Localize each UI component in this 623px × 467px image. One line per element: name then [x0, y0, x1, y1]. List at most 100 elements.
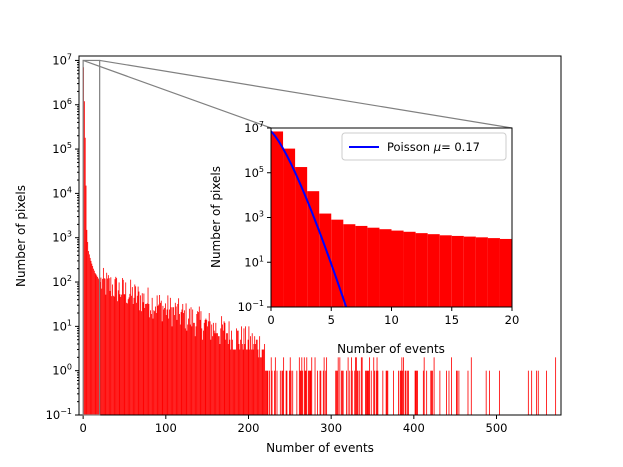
main-bar — [207, 321, 209, 415]
main-bar — [193, 322, 195, 415]
inset-bar — [451, 235, 464, 307]
main-bar — [193, 322, 194, 415]
main-bar — [140, 295, 142, 415]
main-bar — [387, 370, 389, 415]
main-bar — [88, 254, 90, 415]
main-bar — [485, 370, 487, 415]
main-bar — [142, 302, 144, 415]
main-bar — [292, 370, 294, 415]
main-bar — [262, 349, 264, 415]
main-bar — [250, 349, 252, 415]
inset-bar — [427, 234, 440, 307]
main-bar — [221, 316, 223, 415]
main-bar — [301, 357, 303, 415]
main-bar — [228, 321, 230, 415]
main-bar — [248, 326, 250, 415]
main-bar — [94, 272, 96, 415]
main-bar — [86, 229, 88, 415]
main-bar — [255, 339, 257, 415]
poisson-curve — [270, 130, 348, 308]
main-bar — [317, 370, 318, 415]
main-bar — [489, 370, 490, 415]
main-bar — [215, 322, 217, 415]
main-bar — [296, 370, 298, 415]
main-bar — [422, 370, 424, 415]
main-y-tick-label: 105 — [52, 141, 72, 156]
main-bar — [261, 349, 263, 415]
main-bar — [401, 357, 403, 415]
main-bar — [107, 275, 109, 415]
main-bar — [269, 370, 270, 415]
main-bar — [217, 336, 219, 415]
main-bar — [121, 278, 123, 415]
main-bar — [191, 326, 193, 415]
main-bar — [236, 328, 237, 415]
main-bar — [555, 357, 557, 415]
inset-y-label: Number of pixels — [209, 166, 223, 268]
main-bar — [131, 295, 132, 415]
main-bar — [188, 308, 190, 415]
zoom-indicator — [82, 59, 513, 416]
main-bar — [175, 306, 177, 415]
main-bar — [113, 296, 115, 415]
main-bar — [355, 357, 357, 415]
main-bar — [233, 349, 235, 415]
main-bar — [119, 294, 121, 415]
main-bar — [137, 286, 139, 415]
main-bar — [290, 370, 292, 415]
main-bar — [346, 370, 347, 415]
main-bar — [243, 328, 245, 415]
main-bar — [393, 370, 394, 415]
main-bar — [309, 370, 311, 415]
main-bar — [276, 370, 278, 415]
main-bar — [123, 294, 125, 415]
main-bar — [231, 330, 232, 415]
main-bar — [183, 313, 184, 415]
main-bar — [285, 370, 287, 415]
inset-bar — [271, 131, 284, 307]
legend: Poisson μ= 0.17 — [341, 132, 507, 161]
main-bar — [126, 302, 127, 415]
main-bar — [145, 303, 146, 415]
main-bar — [322, 370, 324, 415]
main-bar — [129, 293, 131, 415]
main-bar — [224, 322, 226, 415]
zoom-connector-line — [99, 59, 513, 129]
main-bar — [303, 357, 305, 415]
main-bar — [158, 304, 160, 415]
legend-prefix: Poisson — [387, 140, 430, 154]
main-bar — [192, 309, 194, 415]
main-bar — [220, 328, 222, 415]
main-y-tick-label: 10−1 — [46, 407, 72, 422]
main-bar — [209, 321, 211, 415]
main-bar — [213, 330, 215, 415]
main-bar — [347, 357, 349, 415]
main-bar — [356, 370, 358, 415]
main-bar — [252, 349, 254, 415]
main-bar — [117, 301, 118, 415]
main-bar — [148, 303, 150, 415]
main-bar — [160, 300, 162, 415]
main-bar — [214, 333, 216, 415]
main-bar — [416, 370, 418, 415]
main-bar — [90, 260, 92, 415]
main-bar — [320, 370, 322, 415]
main-bar — [250, 336, 251, 415]
main-bar — [196, 314, 198, 415]
main-bar — [205, 318, 207, 415]
main-bar — [133, 297, 135, 415]
inset-bar — [343, 224, 356, 307]
main-bar — [386, 370, 388, 415]
main-bar — [311, 357, 313, 415]
main-bar — [288, 370, 290, 415]
main-bar — [210, 339, 212, 415]
main-bar — [306, 357, 308, 415]
inset-bar — [439, 235, 452, 307]
main-bar — [433, 357, 435, 415]
main-bar — [116, 278, 118, 415]
main-bar — [242, 349, 244, 415]
inset-bar — [391, 230, 404, 307]
main-bar — [336, 370, 338, 415]
main-bar — [308, 370, 309, 415]
inset-y-tick-label: 10−1 — [238, 299, 264, 314]
